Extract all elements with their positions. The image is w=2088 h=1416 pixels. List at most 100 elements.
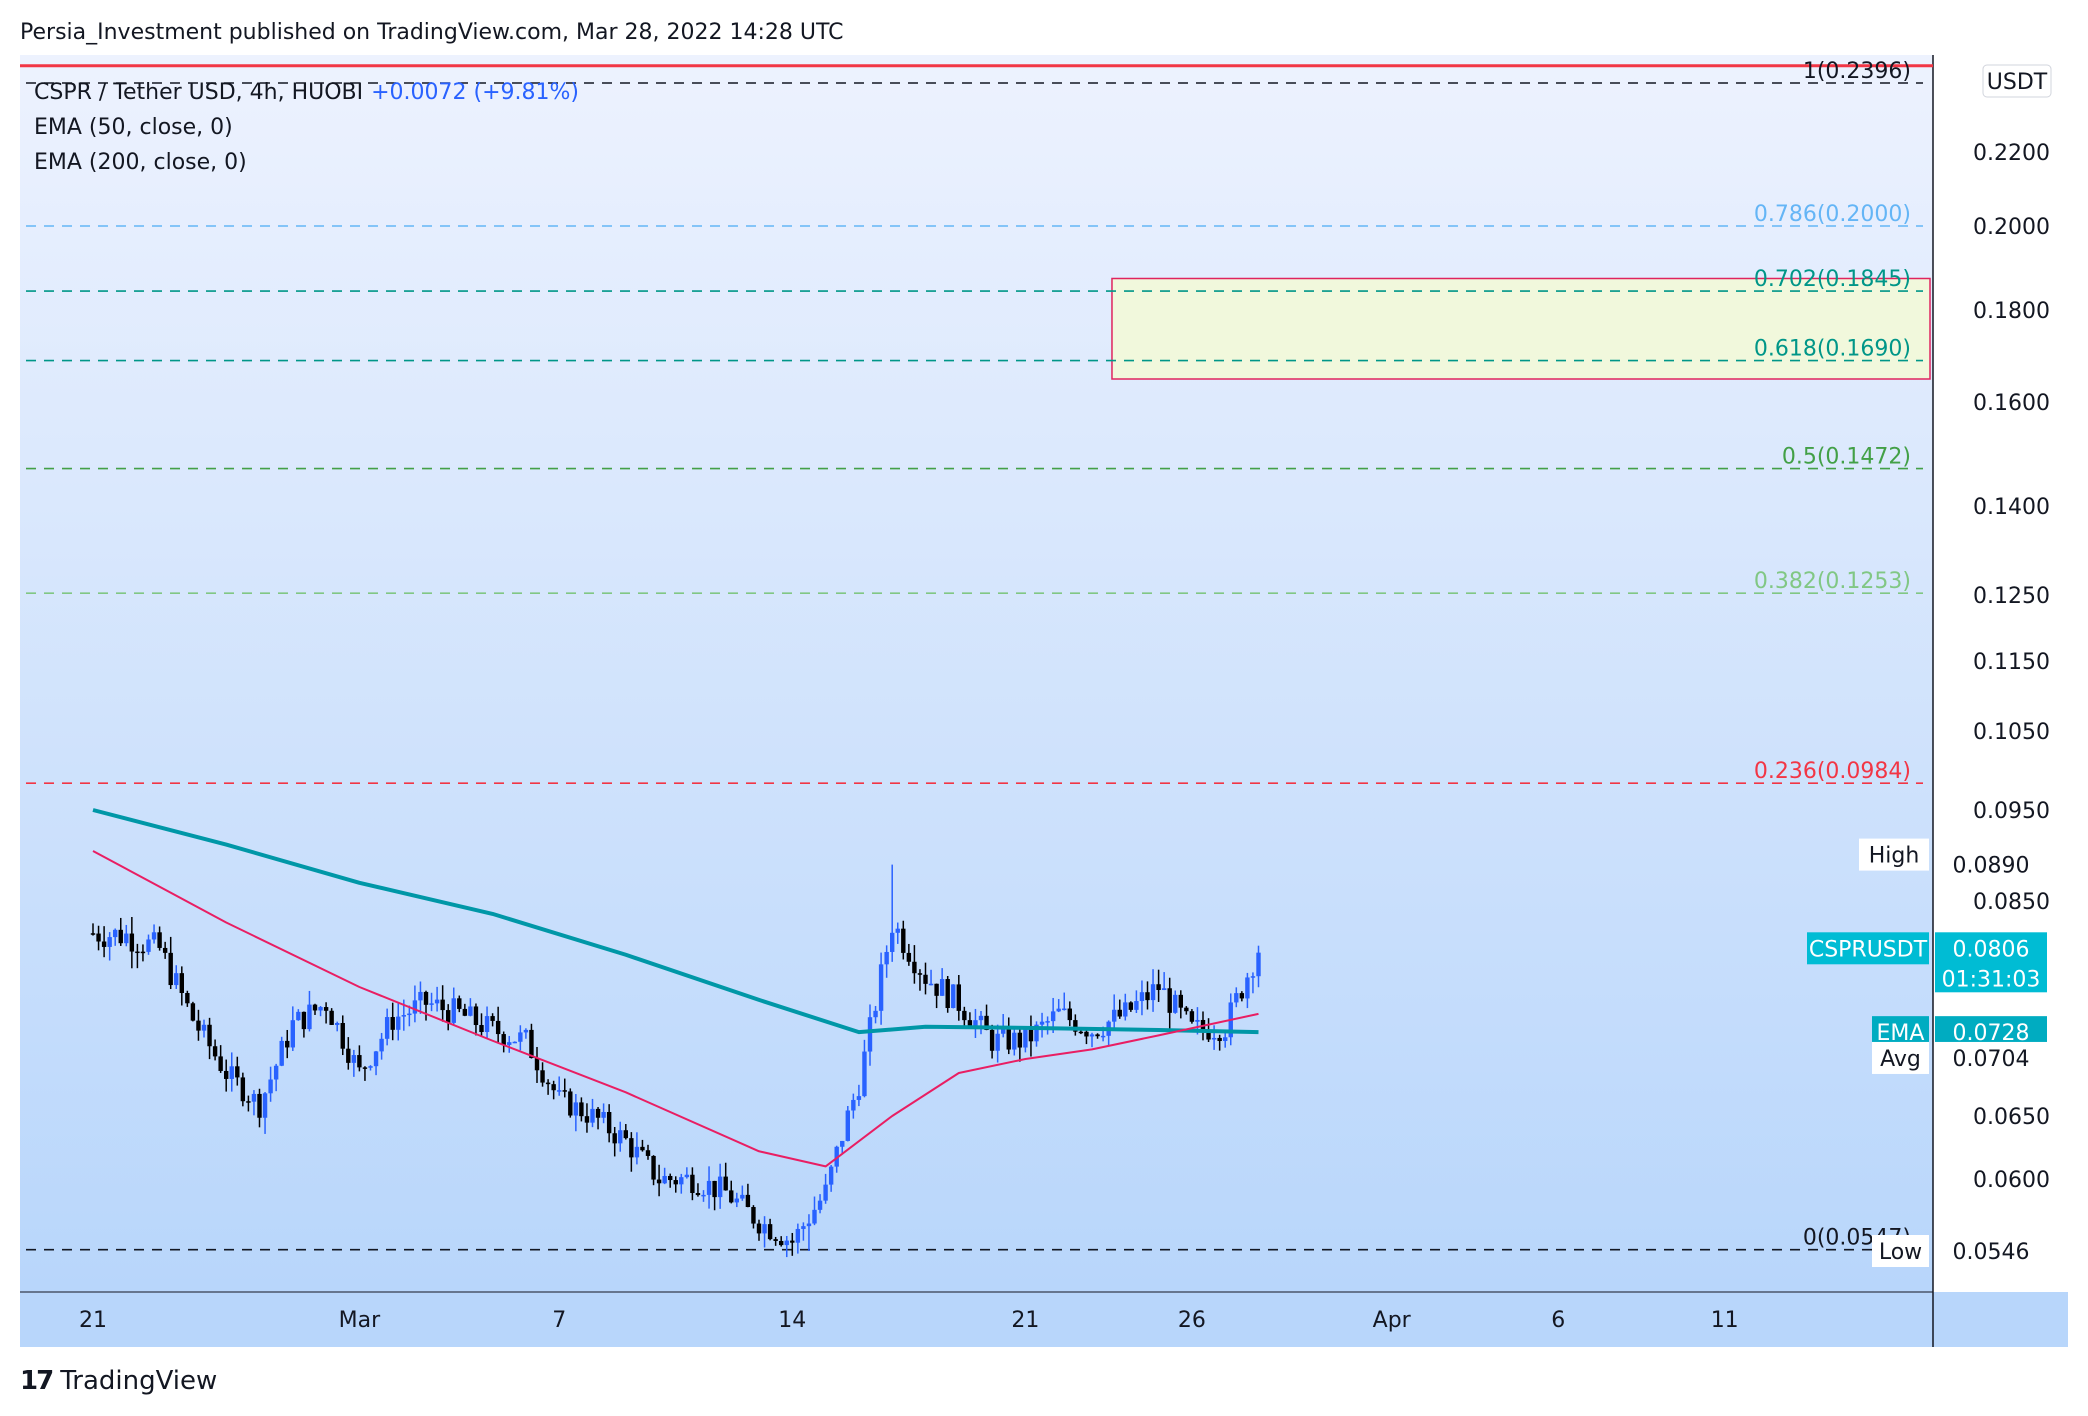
candle-body	[307, 1004, 312, 1030]
legend-change: +0.0072 (+9.81%)	[371, 80, 580, 105]
candle-body	[801, 1226, 806, 1229]
high-value-tag: 0.0890	[1935, 848, 2047, 881]
candle-body	[113, 929, 118, 938]
candle-body	[484, 1016, 490, 1033]
candle-body	[790, 1240, 795, 1243]
time-axis-tick: 14	[778, 1308, 806, 1333]
bar-countdown: 01:31:03	[1942, 967, 2041, 992]
plot-background	[20, 55, 1933, 1292]
current-price-tag-value: 0.0806	[1953, 937, 2030, 962]
candle-body	[1134, 1001, 1139, 1010]
candle-body	[723, 1176, 728, 1191]
candle-body	[1039, 1021, 1045, 1025]
candle-body	[573, 1102, 579, 1116]
candle-body	[401, 1015, 406, 1017]
candle-body	[529, 1029, 534, 1059]
candle-body	[779, 1240, 784, 1246]
candle-body	[734, 1198, 739, 1203]
candle-body	[118, 929, 123, 944]
candle-body	[828, 1166, 834, 1185]
candle-body	[1256, 952, 1261, 977]
candle-body	[590, 1108, 595, 1123]
price-chart[interactable]: 1(0.2396) 0.786(0.2000) 0.702(0.1845) 0.618…	[20, 55, 2068, 1347]
candle-body	[540, 1070, 545, 1083]
candle-body	[329, 1010, 334, 1025]
candle-body	[1173, 994, 1178, 1013]
candle-body	[218, 1056, 223, 1071]
candle-body	[229, 1066, 234, 1079]
candle-body	[1250, 976, 1256, 978]
chart-legend: CSPR / Tether USD, 4h, HUOBI +0.0072 (+9.…	[34, 75, 579, 180]
candle-body	[212, 1046, 218, 1057]
time-axis-tick: 21	[1011, 1308, 1039, 1333]
chart-plot-area[interactable]: 1(0.2396) 0.786(0.2000) 0.702(0.1845) 0.618…	[20, 55, 2068, 1347]
candle-body	[939, 979, 945, 996]
candle-body	[279, 1040, 284, 1066]
legend-ema50[interactable]: EMA (50, close, 0)	[34, 115, 233, 140]
candle-body	[1245, 977, 1250, 999]
fib-level-label: 0.786(0.2000)	[1754, 202, 1911, 227]
candle-body	[201, 1024, 207, 1031]
candle-body	[512, 1041, 517, 1044]
price-axis-tick: 0.1050	[1973, 720, 2050, 745]
time-axis-tick: 21	[79, 1308, 107, 1333]
candle-body	[1150, 984, 1156, 1001]
candle-body	[1195, 1019, 1200, 1022]
candle-body	[967, 1020, 973, 1028]
price-axis-background	[1933, 55, 2068, 1292]
candle-body	[856, 1096, 862, 1100]
candle-body	[745, 1194, 751, 1208]
ema50-line	[92, 850, 1259, 1168]
candle-body	[390, 1017, 395, 1030]
candle-body	[1206, 1029, 1211, 1040]
candle-body	[457, 998, 462, 1009]
candle-body	[1028, 1028, 1034, 1042]
candle-body	[751, 1207, 756, 1224]
candle-body	[845, 1110, 850, 1141]
candle-body	[479, 1025, 484, 1033]
candle-body	[634, 1146, 640, 1158]
candle-body	[446, 1010, 451, 1023]
low-tag-label: Low	[1879, 1240, 1922, 1265]
candle-body	[629, 1138, 634, 1158]
candle-body	[1100, 1035, 1106, 1038]
candle-body	[812, 1209, 817, 1224]
candle-body	[690, 1174, 695, 1193]
candle-body	[906, 952, 912, 962]
candle-body	[795, 1228, 801, 1243]
candle-body	[1239, 993, 1245, 999]
candle-body	[451, 998, 456, 1023]
candle-body	[174, 973, 179, 986]
legend-symbol: CSPR / Tether USD, 4h, HUOBI	[34, 80, 364, 105]
candle-body	[901, 928, 906, 953]
candle-body	[340, 1022, 345, 1049]
candle-body	[956, 984, 961, 1011]
candle-body	[495, 1020, 501, 1035]
candle-body	[601, 1111, 606, 1118]
candle-body	[473, 1006, 479, 1026]
tradingview-wordmark: TradingView	[60, 1366, 218, 1396]
candle-body	[1123, 1002, 1128, 1017]
candle-body	[695, 1192, 701, 1196]
high-value-tag-value: 0.0890	[1953, 854, 2030, 879]
candle-body	[1156, 984, 1161, 990]
candle-body	[951, 984, 956, 1009]
candle-body	[701, 1194, 706, 1197]
legend-symbol-row[interactable]: CSPR / Tether USD, 4h, HUOBI +0.0072 (+9.…	[34, 75, 579, 110]
candle-body	[668, 1175, 673, 1181]
candle-body	[1095, 1034, 1100, 1037]
candle-body	[717, 1176, 723, 1198]
candle-body	[179, 973, 184, 994]
tradingview-footer[interactable]: 17 TradingView	[20, 1366, 217, 1396]
time-axis-tick: Mar	[339, 1308, 381, 1333]
candle-body	[373, 1051, 379, 1067]
candle-body	[995, 1033, 1000, 1051]
candle-body	[1223, 1037, 1228, 1042]
legend-ema200[interactable]: EMA (200, close, 0)	[34, 150, 247, 175]
publisher-caption: Persia_Investment published on TradingVi…	[20, 20, 844, 45]
candle-body	[595, 1108, 601, 1118]
candle-body	[1217, 1037, 1222, 1042]
candle-body	[895, 928, 900, 933]
time-axis-tick: 26	[1178, 1308, 1206, 1333]
candle-body	[262, 1093, 268, 1118]
